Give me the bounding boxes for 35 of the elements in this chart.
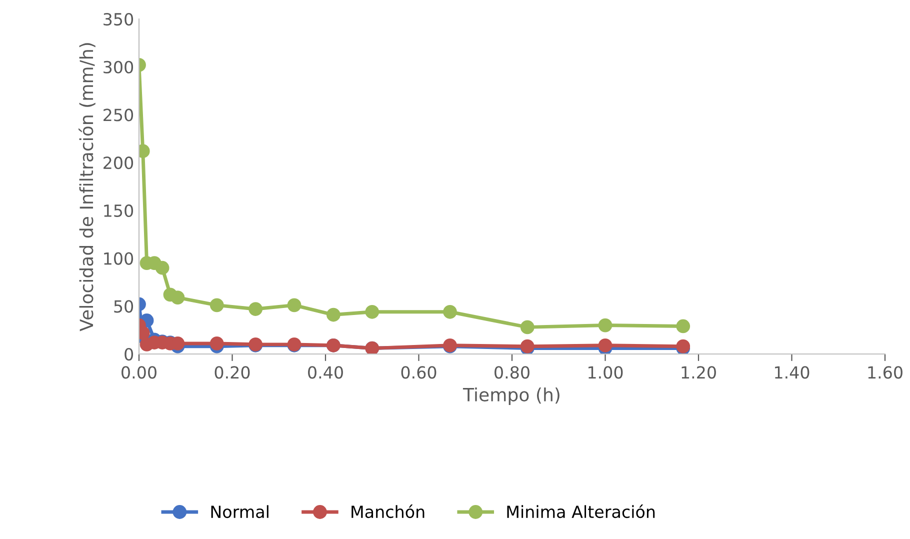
x-tick-label: 0.80 [494, 366, 530, 379]
legend-label: Manchón [352, 504, 424, 518]
x-tick-label: 0.40 [308, 366, 343, 379]
point [326, 308, 340, 322]
x-tick-label: 0.20 [214, 366, 250, 379]
point [210, 336, 224, 350]
y-tick-label: 50 [114, 300, 134, 313]
point [598, 318, 612, 332]
legend-label: Normal [211, 505, 268, 518]
x-tick-label: 1.20 [682, 366, 716, 379]
y-tick-label: 0 [124, 348, 134, 361]
y-tick-label: 100 [104, 252, 134, 265]
point [443, 304, 457, 319]
y-tick-label: 300 [104, 60, 134, 74]
point [365, 304, 380, 319]
point [520, 320, 534, 334]
x-tick-label: 0.60 [401, 366, 436, 379]
x-tick-label: 1.40 [775, 366, 810, 379]
point [287, 298, 302, 312]
point [676, 319, 690, 334]
legend-label: Minima Alteración [507, 504, 655, 518]
point [210, 298, 224, 312]
point [155, 260, 170, 275]
y-tick-label: 150 [104, 204, 134, 217]
point [248, 302, 263, 316]
x-tick-label: 1.00 [588, 366, 623, 379]
y-tick-label: 350 [104, 12, 134, 26]
point [598, 338, 612, 352]
x-tick-label: 0.00 [122, 366, 156, 379]
y-axis-title: Velocidad de Infiltración (mm/h) [78, 43, 96, 332]
y-tick-label: 200 [104, 156, 134, 170]
x-tick-label: 1.60 [868, 366, 902, 379]
y-tick-label: 250 [104, 108, 134, 122]
point [170, 290, 185, 304]
x-axis-title: Tiempo (h) [462, 387, 560, 405]
